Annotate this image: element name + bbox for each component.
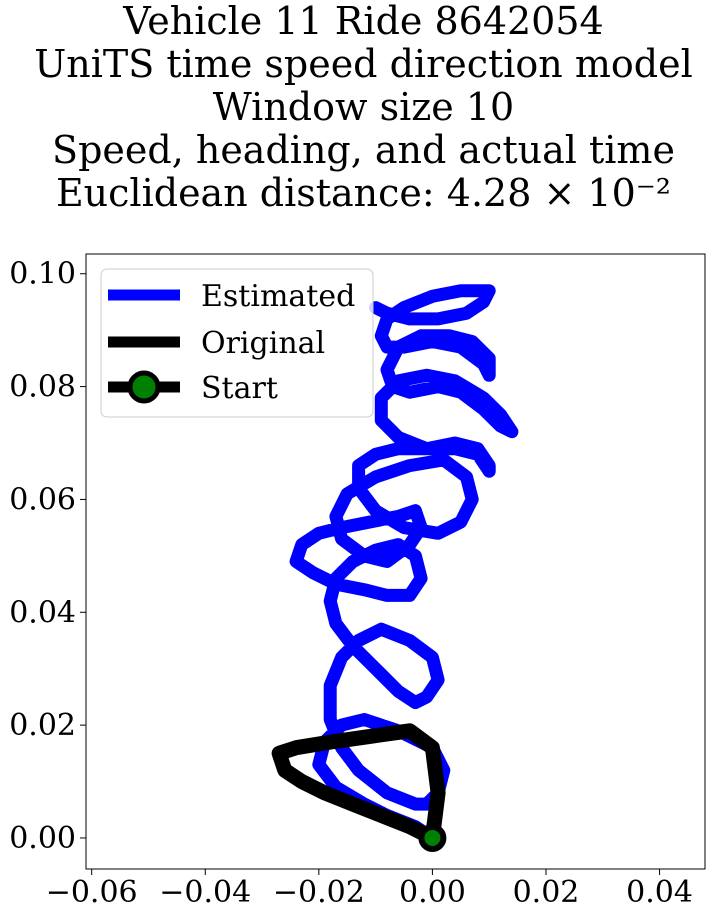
legend-start-marker xyxy=(127,370,161,404)
plot-area xyxy=(271,284,519,852)
y-tick-label: 0.00 xyxy=(9,821,76,856)
title-line-1: Vehicle 11 Ride 8642054 xyxy=(123,0,604,43)
title-line-5: Euclidean distance: 4.28 × 10⁻² xyxy=(55,171,672,215)
series-line-original xyxy=(271,723,446,846)
axis-ticks: −0.06 −0.04 −0.02 0.00 0.02 0.04 0.00 0.02 0.04 0… xyxy=(9,257,693,910)
legend: Estimated Original Start xyxy=(100,268,374,418)
series-line-estimated xyxy=(289,284,519,845)
x-tick-label: 0.02 xyxy=(513,875,580,910)
legend-original-label: Original xyxy=(201,326,325,361)
y-tick-label: 0.06 xyxy=(9,482,76,517)
legend-box xyxy=(100,268,374,418)
legend-estimated-label: Estimated xyxy=(201,279,355,314)
x-tick-label: −0.02 xyxy=(273,875,365,910)
y-tick-label: 0.10 xyxy=(9,257,76,292)
chart-title: Vehicle 11 Ride 8642054 UniTS time speed… xyxy=(0,0,727,215)
y-tick-label: 0.02 xyxy=(9,708,76,743)
start-marker xyxy=(418,823,447,852)
plot-frame xyxy=(85,253,706,870)
x-tick-label: −0.06 xyxy=(46,875,138,910)
x-tick-label: 0.04 xyxy=(626,875,693,910)
x-tick-label: −0.04 xyxy=(159,875,251,910)
title-line-4: Speed, heading, and actual time xyxy=(52,128,675,172)
title-line-2: UniTS time speed direction model xyxy=(34,42,693,86)
y-tick-label: 0.08 xyxy=(9,370,76,405)
title-line-3: Window size 10 xyxy=(212,85,515,129)
y-tick-label: 0.04 xyxy=(9,595,76,630)
legend-start-label: Start xyxy=(201,371,278,406)
x-tick-label: 0.00 xyxy=(399,875,466,910)
